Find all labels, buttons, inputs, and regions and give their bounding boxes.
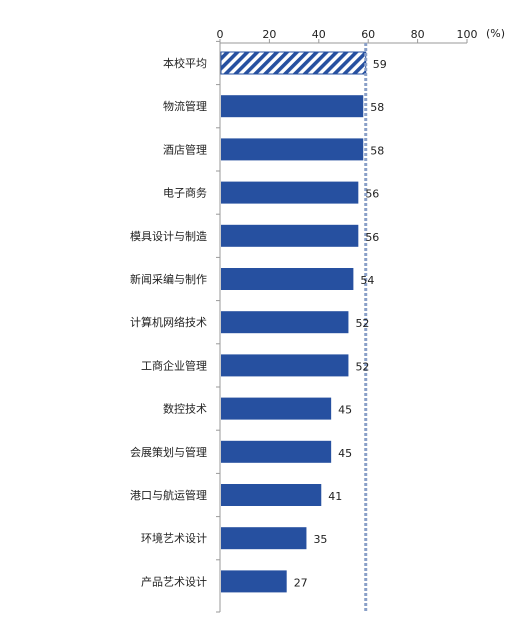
bar: [221, 527, 307, 550]
data-label: 52: [355, 317, 369, 330]
bar: [221, 311, 349, 334]
x-unit-label: (%): [486, 27, 505, 40]
bar-highlighted: [220, 51, 367, 75]
category-label: 电子商务: [163, 186, 207, 200]
x-tick-label: 60: [361, 28, 375, 41]
bar: [221, 95, 364, 118]
category-label: 模具设计与制造: [130, 229, 207, 243]
category-label: 计算机网络技术: [130, 315, 207, 329]
category-label: 数控技术: [163, 402, 207, 416]
category-label: 酒店管理: [163, 142, 207, 156]
bar: [221, 181, 359, 204]
data-label: 56: [365, 231, 379, 244]
data-label: 45: [338, 447, 352, 460]
category-label: 产品艺术设计: [141, 574, 207, 588]
bar: [221, 268, 354, 290]
bar: [221, 484, 322, 506]
category-label: 会展策划与管理: [130, 445, 207, 459]
data-label: 59: [373, 58, 387, 71]
x-tick-label: 20: [262, 28, 276, 41]
bar: [221, 397, 332, 420]
data-label: 41: [328, 490, 342, 503]
data-label: 35: [313, 533, 327, 546]
category-label: 港口与航运管理: [130, 488, 207, 502]
x-tick-label: 40: [312, 28, 326, 41]
data-label: 52: [355, 360, 369, 373]
category-label: 物流管理: [163, 99, 207, 113]
data-label: 56: [365, 188, 379, 201]
bar: [221, 440, 332, 463]
category-label: 新闻采编与制作: [130, 272, 207, 286]
category-label: 工商企业管理: [141, 358, 207, 372]
category-label: 环境艺术设计: [141, 531, 207, 545]
bar: [221, 354, 349, 377]
x-tick-label: 0: [217, 28, 224, 41]
data-label: 27: [294, 576, 308, 589]
bar: [221, 138, 364, 161]
bar: [221, 224, 359, 247]
data-label: 58: [370, 101, 384, 114]
data-label: 58: [370, 144, 384, 157]
x-tick-label: 80: [411, 28, 425, 41]
bar: [221, 570, 287, 593]
data-label: 45: [338, 404, 352, 417]
category-label: 本校平均: [163, 56, 207, 70]
data-label: 54: [360, 274, 374, 287]
x-tick-label: 100: [457, 28, 478, 41]
